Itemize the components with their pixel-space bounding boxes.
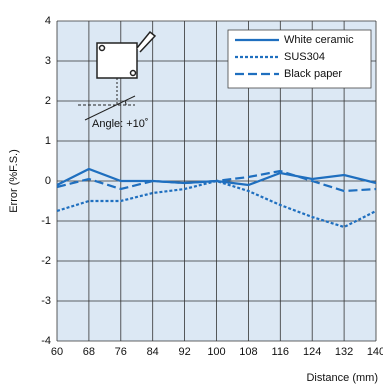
y-tick-label: 2 [45, 95, 51, 107]
series-line [56, 169, 377, 193]
y-tick-label: -2 [41, 255, 51, 267]
legend-label: Black paper [284, 68, 342, 80]
y-tick-label: 0 [45, 175, 51, 187]
y-tick-label: 4 [45, 15, 51, 27]
y-axis-label: Error (%F.S.) [8, 149, 20, 213]
x-tick-label: 140 [367, 346, 383, 358]
x-tick-label: 108 [239, 346, 257, 358]
x-tick-label: 60 [51, 346, 63, 358]
x-tick-label: 124 [303, 346, 321, 358]
series-line [56, 179, 377, 229]
y-tick-label: 3 [45, 55, 51, 67]
legend-label: White ceramic [284, 34, 354, 46]
y-tick-label: -4 [41, 335, 51, 347]
legend-label: SUS304 [284, 51, 325, 63]
y-tick-label: -3 [41, 295, 51, 307]
x-axis-label: Distance (mm) [306, 372, 378, 384]
x-tick-label: 92 [178, 346, 190, 358]
x-tick-label: 84 [147, 346, 159, 358]
annotation: Angle: +10˚ [92, 118, 149, 130]
y-tick-label: 1 [45, 135, 51, 147]
x-tick-label: 76 [115, 346, 127, 358]
y-tick-label: -1 [41, 215, 51, 227]
x-tick-label: 132 [335, 346, 353, 358]
x-tick-label: 100 [207, 346, 225, 358]
sensor-icon [78, 30, 157, 121]
x-tick-label: 68 [83, 346, 95, 358]
x-tick-label: 116 [272, 346, 290, 358]
